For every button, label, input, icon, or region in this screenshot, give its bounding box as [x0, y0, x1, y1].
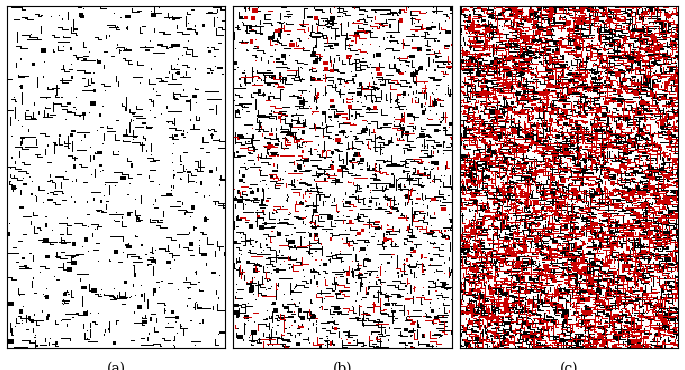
- Text: (c): (c): [560, 361, 578, 370]
- Text: (a): (a): [106, 361, 125, 370]
- Text: (b): (b): [333, 361, 352, 370]
